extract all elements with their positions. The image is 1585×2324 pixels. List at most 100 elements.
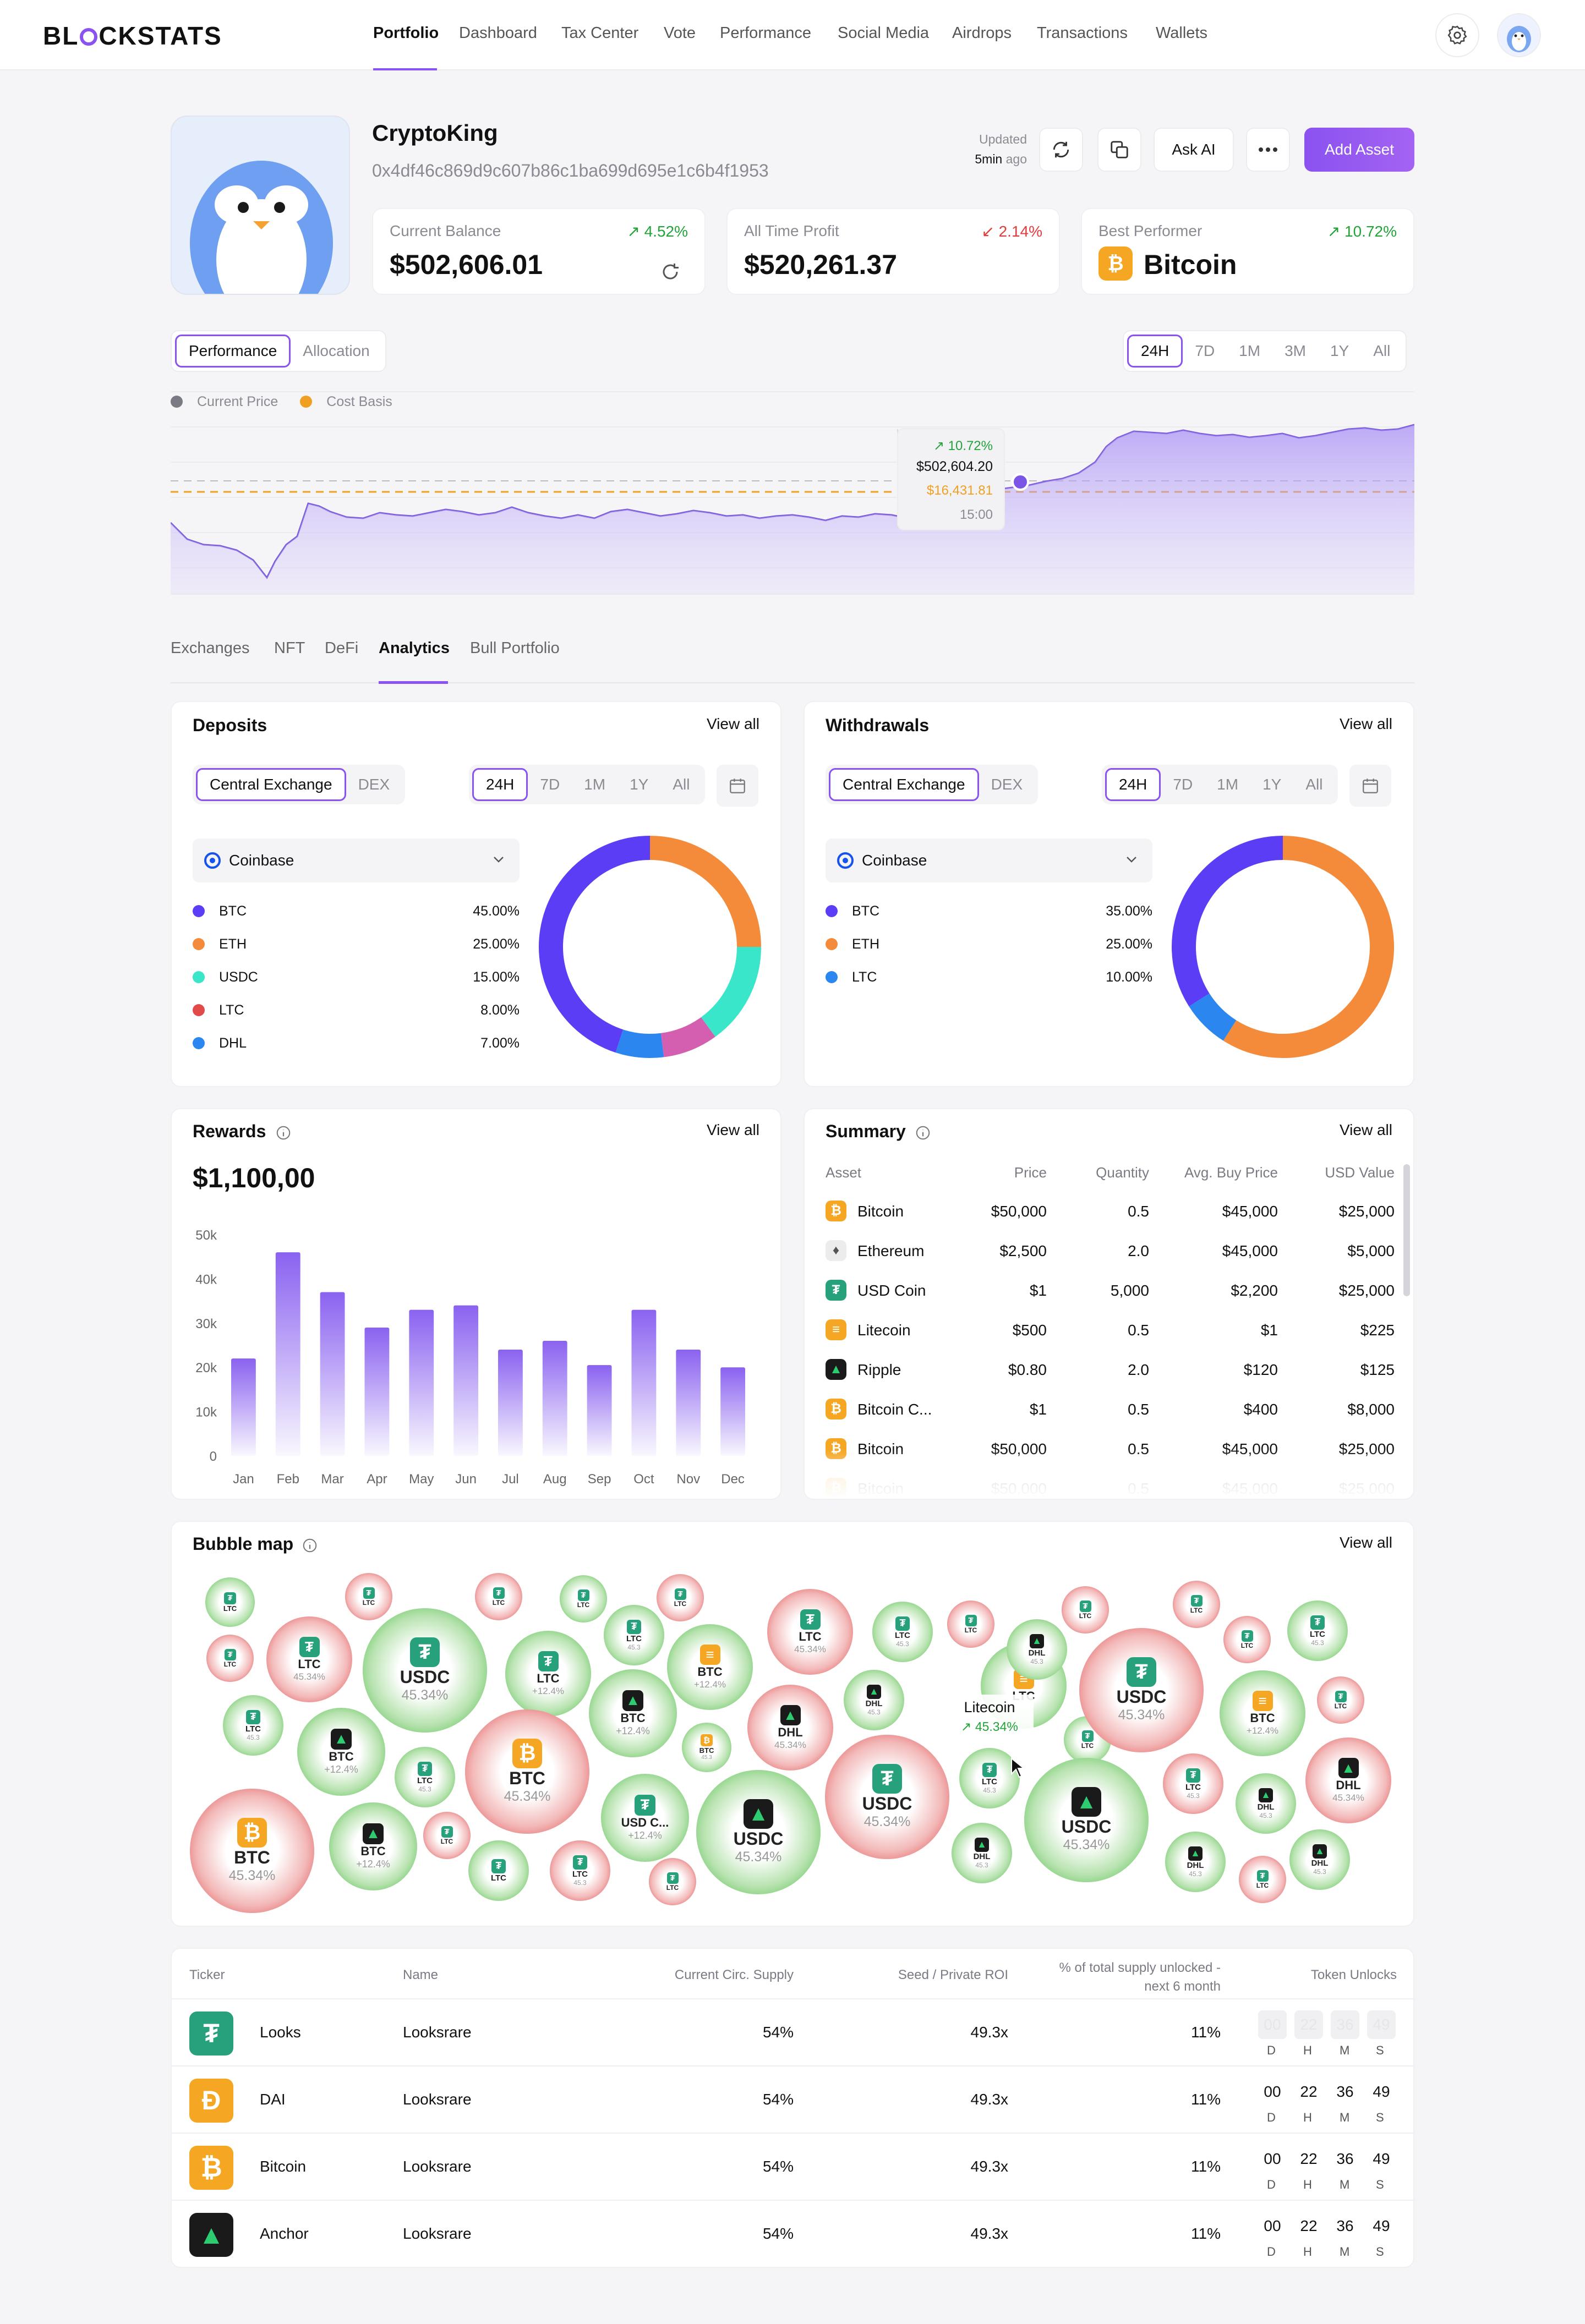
bubble-ltc[interactable]: ₮ LTC +12.4% bbox=[505, 1631, 591, 1717]
info-icon[interactable] bbox=[915, 1125, 931, 1141]
nav-performance[interactable]: Performance bbox=[720, 24, 812, 42]
nav-tax-center[interactable]: Tax Center bbox=[561, 24, 639, 42]
bubble-btc[interactable]: ▲ BTC +12.4% bbox=[297, 1708, 385, 1796]
info-icon[interactable] bbox=[275, 1125, 292, 1141]
summary-scrollbar[interactable] bbox=[1403, 1164, 1410, 1296]
reward-bar-sep[interactable] bbox=[587, 1365, 612, 1456]
bubble-ltc[interactable]: ₮ LTC 45.3 bbox=[395, 1747, 455, 1807]
range-3m[interactable]: 3M bbox=[1285, 342, 1306, 359]
summary-view-all[interactable]: View all bbox=[1340, 1121, 1392, 1138]
bubble-ltc[interactable]: ₮ LTC bbox=[1239, 1856, 1286, 1903]
bubble-ltc[interactable]: ₮ LTC 45.34% bbox=[767, 1589, 853, 1675]
bubble-dhl[interactable]: ▲ DHL 45.3 bbox=[1165, 1832, 1226, 1892]
subtab-bull-portfolio[interactable]: Bull Portfolio bbox=[470, 639, 560, 657]
deposits-donut-chart[interactable] bbox=[537, 834, 763, 1060]
subtab-analytics[interactable]: Analytics bbox=[379, 639, 450, 657]
summary-row[interactable]: ₿ Bitcoin $50,000 0.5 $45,000 $25,000 bbox=[805, 1192, 1413, 1231]
nav-transactions[interactable]: Transactions bbox=[1037, 24, 1128, 42]
summary-row[interactable]: ₿ Bitcoin C... $1 0.5 $400 $8,000 bbox=[805, 1390, 1413, 1429]
settings-button[interactable] bbox=[1435, 13, 1479, 57]
deposits-donut-slice-4[interactable] bbox=[539, 836, 651, 1053]
tab-central-exchange[interactable]: Central Exchange bbox=[196, 768, 346, 801]
bubble-usdc[interactable]: ₮ USDC 45.34% bbox=[363, 1608, 487, 1733]
bubble-ltc[interactable]: ₮ LTC bbox=[423, 1812, 471, 1859]
reward-bar-dec[interactable] bbox=[720, 1367, 745, 1456]
nav-portfolio[interactable]: Portfolio bbox=[373, 24, 439, 42]
bubble-usdc[interactable]: ▲ USDC 45.34% bbox=[1024, 1758, 1149, 1882]
nav-vote[interactable]: Vote bbox=[664, 24, 696, 42]
summary-row[interactable]: ♦ Ethereum $2,500 2.0 $45,000 $5,000 bbox=[805, 1231, 1413, 1271]
profile-avatar[interactable] bbox=[171, 116, 350, 295]
bubble-ltc[interactable]: ₮ LTC 45.3 bbox=[959, 1748, 1020, 1808]
bubble-dhl[interactable]: ▲ DHL 45.34% bbox=[1305, 1737, 1391, 1823]
range-all[interactable]: All bbox=[1373, 342, 1391, 359]
reward-bar-mar[interactable] bbox=[320, 1292, 345, 1456]
bubble-map-view-all[interactable]: View all bbox=[1340, 1534, 1392, 1551]
user-avatar[interactable] bbox=[1497, 13, 1541, 57]
nav-wallets[interactable]: Wallets bbox=[1156, 24, 1207, 42]
bubble-usdc[interactable]: ₮ USDC 45.34% bbox=[825, 1735, 949, 1859]
deposits-donut-slice-1[interactable] bbox=[701, 946, 761, 1037]
brand-logo[interactable]: BL CKSTATS bbox=[43, 21, 222, 50]
reward-bar-aug[interactable] bbox=[542, 1340, 567, 1456]
bubble-ltc[interactable]: ₮ LTC bbox=[1223, 1616, 1271, 1663]
rewards-bar-chart[interactable]: 50k 40k 30k 20k 10k 0 Jan Feb Mar Apr May Jun Jul Aug… bbox=[172, 1214, 783, 1494]
copy-button[interactable] bbox=[1097, 128, 1141, 172]
range-1y[interactable]: 1Y bbox=[1330, 342, 1349, 359]
more-button[interactable] bbox=[1246, 128, 1290, 172]
range-24h[interactable]: 24H bbox=[1127, 335, 1183, 368]
bubble-ltc[interactable]: ₮ LTC 45.34% bbox=[266, 1616, 352, 1702]
bubble-dhl[interactable]: ▲ DHL 45.34% bbox=[747, 1685, 833, 1771]
bubble-ltc[interactable]: ₮ LTC bbox=[345, 1573, 392, 1620]
bubble-btc[interactable]: ₿ BTC 45.34% bbox=[465, 1709, 589, 1834]
withdrawals-calendar-button[interactable] bbox=[1349, 765, 1391, 807]
bubble-ltc[interactable]: ₮ LTC bbox=[205, 1577, 255, 1627]
deposits-exchange-select[interactable]: Coinbase bbox=[193, 838, 520, 883]
range-1m[interactable]: 1M bbox=[1239, 342, 1261, 359]
bubble-usdc[interactable]: ₮ USD C... +12.4% bbox=[601, 1774, 689, 1862]
range-7d[interactable]: 7D bbox=[1195, 342, 1215, 359]
bubble-ltc[interactable]: ₮ LTC 45.3 bbox=[1287, 1601, 1348, 1661]
token-unlock-row[interactable]: ₮ Looks Looksrare 54% 49.3x 11% 00 D 22 H 36 M 49 S bbox=[172, 1998, 1415, 2065]
bubble-btc[interactable]: ≡ BTC +12.4% bbox=[1220, 1670, 1305, 1756]
bubble-ltc[interactable]: ₮ LTC bbox=[1317, 1676, 1364, 1724]
withdrawals-exchange-select[interactable]: Coinbase bbox=[826, 838, 1152, 883]
add-asset-button[interactable]: Add Asset bbox=[1304, 128, 1414, 172]
refresh-button[interactable] bbox=[1039, 128, 1083, 172]
bubble-ltc[interactable]: ₮ LTC 45.3 bbox=[872, 1602, 933, 1662]
deposits-view-all[interactable]: View all bbox=[707, 715, 759, 732]
withdrawals-donut-chart[interactable] bbox=[1170, 834, 1396, 1060]
bubble-ltc[interactable]: ₮ LTC 45.3 bbox=[604, 1605, 664, 1665]
bubble-ltc[interactable]: ₮ LTC 45.3 bbox=[550, 1840, 610, 1901]
bubble-usdc[interactable]: ₮ USDC 45.34% bbox=[1079, 1628, 1204, 1752]
reward-bar-jun[interactable] bbox=[453, 1305, 478, 1456]
rewards-view-all[interactable]: View all bbox=[707, 1121, 759, 1138]
token-unlock-row[interactable]: ▲ Anchor Looksrare 54% 49.3x 11% 00 D 22 H 36 M 49 S bbox=[172, 2200, 1415, 2267]
range-7d[interactable]: 7D bbox=[540, 776, 560, 793]
tab-central-exchange[interactable]: Central Exchange bbox=[829, 768, 979, 801]
subtab-defi[interactable]: DeFi bbox=[325, 639, 359, 657]
range-1m[interactable]: 1M bbox=[584, 776, 606, 793]
bubble-btc[interactable]: ₿ BTC 45.34% bbox=[190, 1789, 314, 1913]
nav-social-media[interactable]: Social Media bbox=[838, 24, 930, 42]
summary-row[interactable]: ≡ Litecoin $500 0.5 $1 $225 bbox=[805, 1311, 1413, 1350]
bubble-ltc[interactable]: ₮ LTC bbox=[657, 1574, 704, 1621]
subtab-nft[interactable]: NFT bbox=[274, 639, 305, 657]
tab-allocation[interactable]: Allocation bbox=[303, 342, 370, 359]
bubble-btc[interactable]: ▲ BTC +12.4% bbox=[589, 1669, 677, 1757]
bubble-ltc[interactable]: ₮ LTC bbox=[468, 1840, 529, 1901]
range-24h[interactable]: 24H bbox=[1105, 768, 1161, 801]
bubble-usdc[interactable]: ▲ USDC 45.34% bbox=[696, 1770, 821, 1894]
reload-icon[interactable] bbox=[660, 262, 680, 282]
bubble-ltc[interactable]: ₮ LTC bbox=[206, 1635, 254, 1682]
nav-dashboard[interactable]: Dashboard bbox=[459, 24, 537, 42]
bubble-btc[interactable]: ▲ BTC +12.4% bbox=[329, 1802, 417, 1890]
ask-ai-button[interactable]: Ask AI bbox=[1154, 128, 1234, 172]
withdrawals-donut-slice-2[interactable] bbox=[1172, 836, 1283, 1007]
bubble-ltc[interactable]: ₮ LTC 45.3 bbox=[223, 1695, 283, 1756]
bubble-dhl[interactable]: ▲ DHL 45.3 bbox=[952, 1823, 1012, 1883]
tab-dex[interactable]: DEX bbox=[991, 776, 1023, 793]
token-unlock-row[interactable]: Đ DAI Looksrare 54% 49.3x 11% 00 D 22 H 36 M 49 S bbox=[172, 2065, 1415, 2133]
reward-bar-nov[interactable] bbox=[676, 1350, 701, 1456]
bubble-ltc[interactable]: ₮ LTC 45.3 bbox=[1163, 1753, 1223, 1814]
